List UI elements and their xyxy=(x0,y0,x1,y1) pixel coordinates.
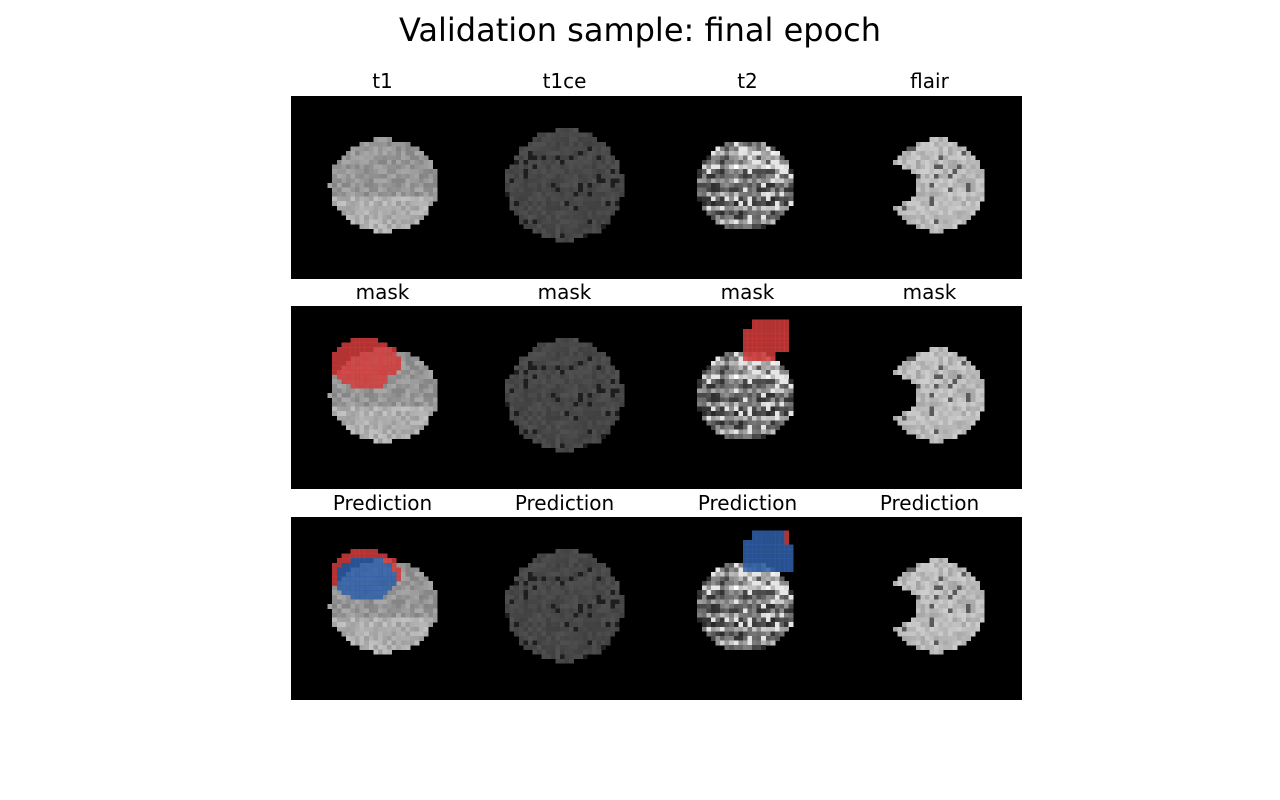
slice-canvas xyxy=(838,96,1021,279)
panel-title: t1ce xyxy=(542,69,587,93)
slice-canvas xyxy=(291,96,474,279)
panel-title: t1 xyxy=(372,69,393,93)
mask-overlay-image-flair xyxy=(838,306,1021,489)
prediction-overlay xyxy=(742,530,794,573)
slice-canvas xyxy=(656,306,839,489)
panel-title: mask xyxy=(720,280,775,304)
panel-title: mask xyxy=(902,280,957,304)
prediction-overlay-image-t2 xyxy=(656,517,839,700)
mri-image-t1ce xyxy=(473,96,656,279)
panel-title: mask xyxy=(537,280,592,304)
mask-overlay xyxy=(742,319,789,362)
figure-title: Validation sample: final epoch xyxy=(398,11,882,49)
mask-overlay xyxy=(332,549,402,586)
panel-title: flair xyxy=(910,69,949,93)
mask-overlay xyxy=(784,530,789,545)
mri-image-t1 xyxy=(291,96,474,279)
panel-title: t2 xyxy=(737,69,758,93)
slice-canvas xyxy=(291,517,474,700)
slice-canvas xyxy=(838,517,1021,700)
panel-title: Prediction xyxy=(332,491,433,515)
prediction-overlay-image-t1ce xyxy=(473,517,656,700)
slice-canvas xyxy=(473,517,656,700)
panel-title: Prediction xyxy=(514,491,615,515)
prediction-overlay xyxy=(336,558,397,600)
prediction-overlay-image-flair xyxy=(838,517,1021,700)
panel-title: Prediction xyxy=(879,491,980,515)
slice-canvas xyxy=(291,306,474,489)
panel-title: mask xyxy=(355,280,410,304)
slice-canvas xyxy=(656,96,839,279)
slice-canvas xyxy=(838,306,1021,489)
mask-overlay-image-t1ce xyxy=(473,306,656,489)
mask-overlay-image-t1 xyxy=(291,306,474,489)
prediction-overlay-image-t1 xyxy=(291,517,474,700)
slice-canvas xyxy=(656,517,839,700)
mri-image-flair xyxy=(838,96,1021,279)
mask-overlay-image-t2 xyxy=(656,306,839,489)
panel-title: Prediction xyxy=(697,491,798,515)
mask-overlay xyxy=(332,338,402,389)
mri-image-t2 xyxy=(656,96,839,279)
slice-canvas xyxy=(473,96,656,279)
slice-canvas xyxy=(473,306,656,489)
